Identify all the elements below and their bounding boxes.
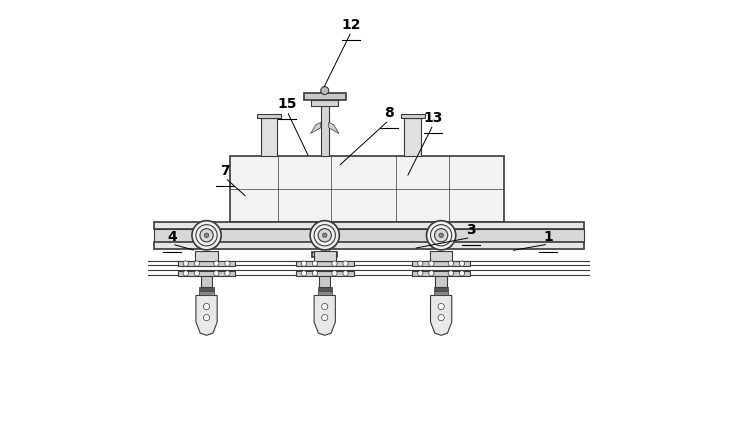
Circle shape <box>200 229 213 242</box>
Circle shape <box>332 271 337 276</box>
Circle shape <box>192 221 221 250</box>
Bar <box>154 242 584 249</box>
Circle shape <box>459 261 465 266</box>
Circle shape <box>301 261 306 266</box>
Bar <box>413 262 470 266</box>
Bar <box>154 222 584 229</box>
Circle shape <box>448 271 454 276</box>
Text: 4: 4 <box>168 230 177 244</box>
Bar <box>401 114 425 118</box>
Circle shape <box>224 271 230 276</box>
Circle shape <box>429 271 434 276</box>
Bar <box>311 100 338 106</box>
Polygon shape <box>430 295 452 335</box>
Bar <box>196 251 218 261</box>
Bar <box>434 287 448 291</box>
Text: 13: 13 <box>424 111 443 125</box>
Circle shape <box>312 271 317 276</box>
Circle shape <box>418 271 423 276</box>
Bar <box>154 229 584 242</box>
Text: 7: 7 <box>221 164 230 178</box>
Bar <box>434 291 448 295</box>
Text: 15: 15 <box>277 97 297 111</box>
Circle shape <box>204 233 209 238</box>
Bar <box>261 118 277 155</box>
Bar <box>321 222 328 253</box>
Circle shape <box>310 221 339 250</box>
Text: 3: 3 <box>466 223 475 238</box>
Circle shape <box>183 261 188 266</box>
Bar <box>304 93 346 100</box>
Bar <box>178 271 235 276</box>
Circle shape <box>322 314 328 321</box>
Bar <box>314 251 336 261</box>
Text: 1: 1 <box>543 230 554 244</box>
Polygon shape <box>328 123 339 134</box>
Circle shape <box>318 229 331 242</box>
Polygon shape <box>311 123 321 134</box>
Circle shape <box>448 261 454 266</box>
Circle shape <box>183 271 188 276</box>
Circle shape <box>429 261 434 266</box>
Bar <box>435 276 447 287</box>
Circle shape <box>343 261 348 266</box>
Bar <box>230 155 504 222</box>
Circle shape <box>213 271 219 276</box>
Circle shape <box>194 271 199 276</box>
Bar <box>312 252 337 258</box>
Circle shape <box>312 261 317 266</box>
Circle shape <box>439 233 444 238</box>
Bar <box>430 251 452 261</box>
Circle shape <box>194 261 199 266</box>
Bar <box>321 100 328 155</box>
Circle shape <box>418 261 423 266</box>
Circle shape <box>301 271 306 276</box>
Bar <box>404 118 421 155</box>
Bar <box>317 291 332 295</box>
Bar <box>178 262 235 266</box>
Bar <box>199 291 213 295</box>
Circle shape <box>322 303 328 309</box>
Polygon shape <box>314 295 335 335</box>
Bar <box>296 271 354 276</box>
Circle shape <box>204 314 210 321</box>
Circle shape <box>204 303 210 309</box>
Bar <box>199 287 213 291</box>
Circle shape <box>438 303 444 309</box>
Circle shape <box>343 271 348 276</box>
Circle shape <box>323 233 327 238</box>
Circle shape <box>332 261 337 266</box>
Circle shape <box>459 271 465 276</box>
Circle shape <box>213 261 219 266</box>
Bar <box>319 276 331 287</box>
Bar <box>317 287 332 291</box>
Circle shape <box>438 314 444 321</box>
Polygon shape <box>196 295 217 335</box>
Text: 12: 12 <box>342 18 361 32</box>
Bar <box>296 262 354 266</box>
Circle shape <box>224 261 230 266</box>
Bar <box>257 114 281 118</box>
Bar <box>316 257 334 261</box>
Text: 8: 8 <box>384 106 394 120</box>
Circle shape <box>427 221 456 250</box>
Circle shape <box>321 87 328 95</box>
Circle shape <box>435 229 448 242</box>
Bar <box>201 276 213 287</box>
Bar <box>413 271 470 276</box>
